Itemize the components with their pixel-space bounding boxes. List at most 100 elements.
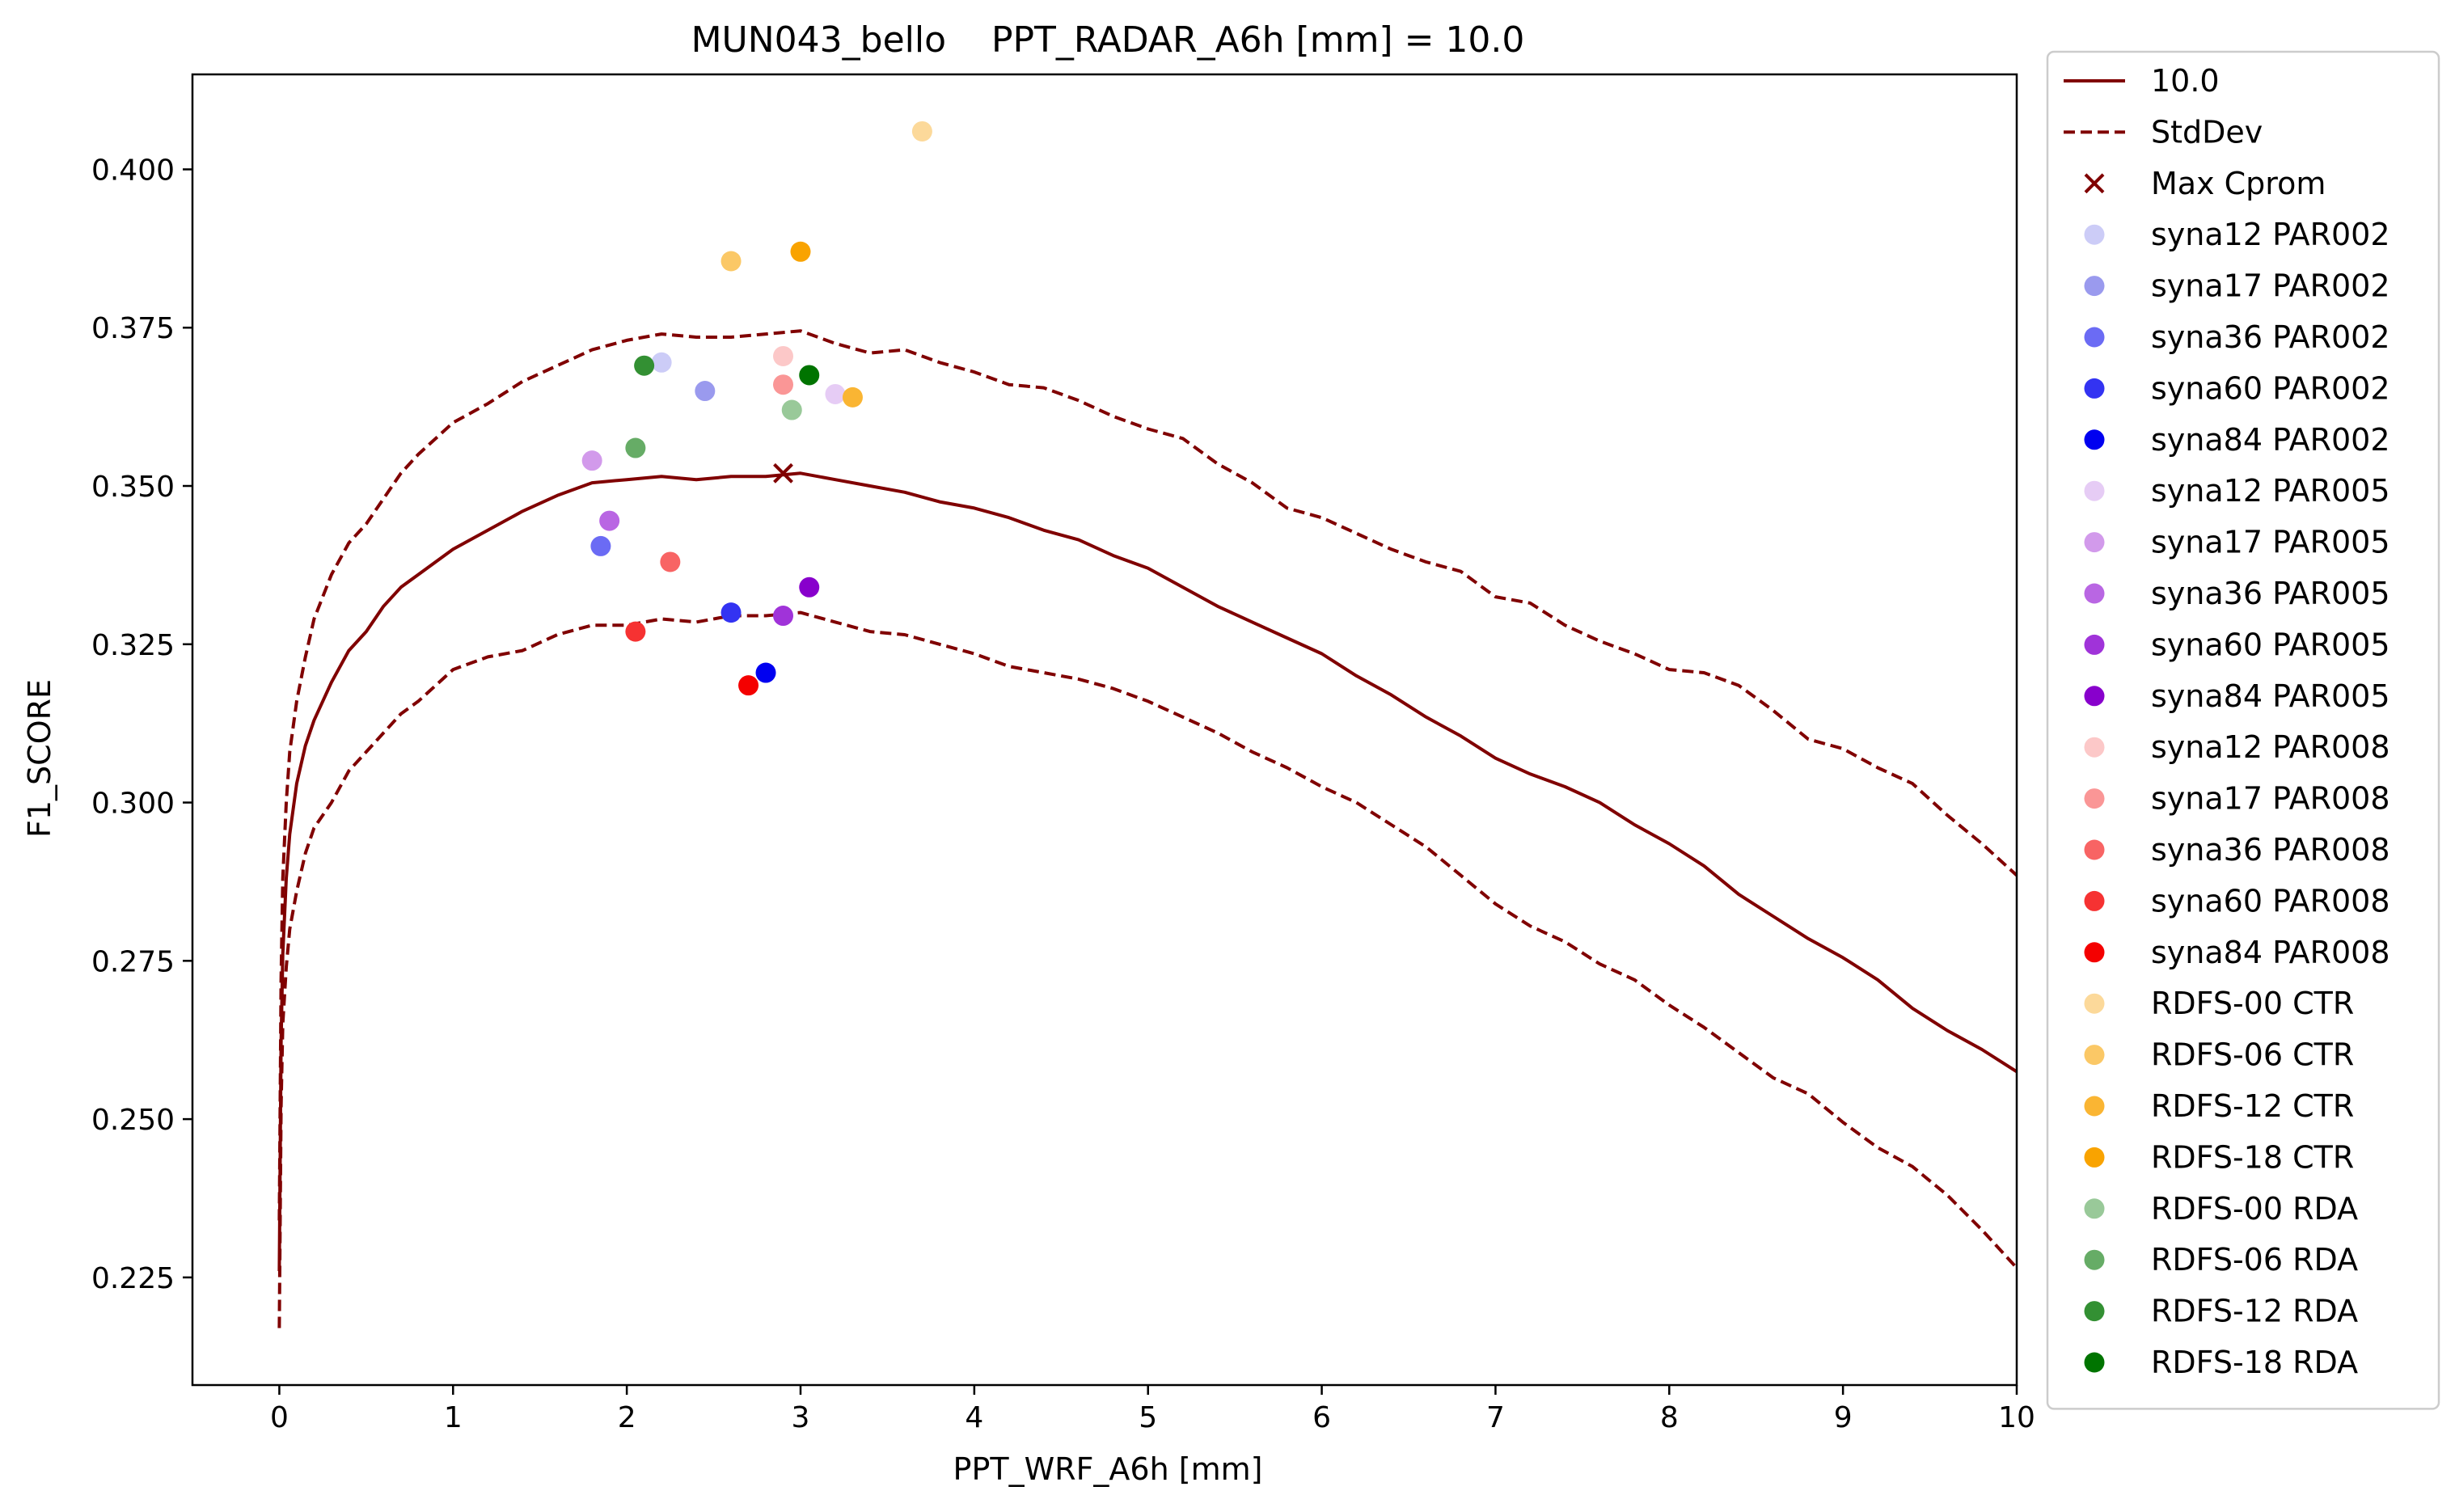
point-1 <box>695 381 716 402</box>
x-axis-label: PPT_WRF_A6h [mm] <box>953 1451 1263 1487</box>
legend-handle-dot <box>2084 686 2105 707</box>
y-tick-label-4: 0.325 <box>91 629 175 662</box>
max-cprom-marker <box>773 462 793 484</box>
point-15 <box>911 120 932 141</box>
legend-label: syna12 PAR002 <box>2151 217 2390 252</box>
x-axis: 0 1 2 3 4 5 6 7 8 9 10 <box>270 1385 2035 1434</box>
legend-handle-dot <box>2084 532 2105 553</box>
legend-handle-dot <box>2084 224 2105 245</box>
x-tick-label-2: 2 <box>618 1401 636 1434</box>
y-tick-label-0: 0.225 <box>91 1262 175 1295</box>
point-8 <box>773 606 794 627</box>
point-3 <box>720 602 742 623</box>
y-tick-label-6: 0.375 <box>91 312 175 345</box>
legend-item-max-cprom: Max Cprom <box>2084 166 2326 201</box>
y-tick-label-5: 0.350 <box>91 471 175 504</box>
legend-label: syna84 PAR005 <box>2151 678 2390 714</box>
legend-label: Max Cprom <box>2151 166 2326 201</box>
legend-handle-x-b <box>2084 173 2105 194</box>
x-tick-label-5: 5 <box>1139 1401 1157 1434</box>
stddev-line-1 <box>277 329 2017 1221</box>
point-20 <box>625 437 646 458</box>
legend-label: RDFS-18 RDA <box>2151 1345 2358 1380</box>
legend-item-9: syna84 PAR005 <box>2084 678 2390 714</box>
legend-item-1: syna17 PAR002 <box>2084 268 2390 304</box>
legend-label: RDFS-12 RDA <box>2151 1294 2358 1329</box>
legend-handle-dot <box>2084 737 2105 758</box>
legend-label: StdDev <box>2151 114 2263 150</box>
legend-item-17: RDFS-12 CTR <box>2084 1088 2354 1124</box>
x-tick-label-3: 3 <box>792 1401 810 1434</box>
legend-handle-dot <box>2084 942 2105 963</box>
plot-area <box>277 120 2017 1328</box>
legend-item-8: syna60 PAR005 <box>2084 627 2390 662</box>
legend-handle-dot <box>2084 378 2105 399</box>
y-tick-label-2: 0.275 <box>91 945 175 978</box>
x-tick-label-10: 10 <box>1998 1401 2035 1434</box>
legend-item-6: syna17 PAR005 <box>2084 525 2390 560</box>
point-14 <box>738 675 759 696</box>
legend-label: syna60 PAR002 <box>2151 370 2390 406</box>
x-tick-label-7: 7 <box>1486 1401 1505 1434</box>
legend-label: syna36 PAR005 <box>2151 576 2390 611</box>
chart-title: MUN043_bello PPT_RADAR_A6h [mm] = 10.0 <box>691 19 1525 61</box>
legend-handle-dot <box>2084 1198 2105 1219</box>
y-tick-label-3: 0.300 <box>91 788 175 821</box>
legend-item-5: syna12 PAR005 <box>2084 473 2390 509</box>
legend-label: RDFS-12 CTR <box>2151 1088 2354 1124</box>
legend-label: syna84 PAR002 <box>2151 422 2390 458</box>
legend-label: syna36 PAR002 <box>2151 319 2390 355</box>
point-0 <box>651 352 672 373</box>
point-16 <box>720 251 742 272</box>
legend-handle-dot <box>2084 1352 2105 1373</box>
x-tick-label-0: 0 <box>270 1401 289 1434</box>
point-6 <box>581 450 602 471</box>
legend-handle-dot <box>2084 429 2105 450</box>
legend-label: RDFS-00 RDA <box>2151 1191 2358 1227</box>
legend-item-mean: 10.0 <box>2064 63 2220 99</box>
legend-handle-dot <box>2084 634 2105 655</box>
y-axis-label: F1_SCORE <box>22 679 57 838</box>
axes-frame <box>191 73 2018 1387</box>
legend-label: syna17 PAR002 <box>2151 268 2390 304</box>
legend-label: syna12 PAR005 <box>2151 473 2390 509</box>
point-4 <box>755 662 776 683</box>
y-tick-label-7: 0.400 <box>91 154 175 187</box>
legend-item-2: syna36 PAR002 <box>2084 319 2390 355</box>
legend-item-4: syna84 PAR002 <box>2084 422 2390 458</box>
legend-handle-dot <box>2084 839 2105 860</box>
point-13 <box>625 621 646 642</box>
legend-box <box>2046 50 2440 1410</box>
point-22 <box>799 365 820 386</box>
legend-item-20: RDFS-06 RDA <box>2084 1242 2358 1278</box>
point-5 <box>825 383 846 404</box>
legend-label: RDFS-06 RDA <box>2151 1242 2358 1278</box>
legend-item-0: syna12 PAR002 <box>2084 217 2390 252</box>
legend-item-11: syna17 PAR008 <box>2084 781 2390 817</box>
legend-item-14: syna84 PAR008 <box>2084 935 2390 970</box>
legend-item-7: syna36 PAR005 <box>2084 576 2390 611</box>
max-cprom-stroke-b <box>773 462 793 484</box>
point-7 <box>599 510 620 531</box>
legend-label: syna17 PAR008 <box>2151 781 2390 817</box>
legend-handle-dot <box>2084 276 2105 297</box>
y-axis: 0.225 0.250 0.275 0.300 0.325 0.350 0.375 0.400 <box>91 154 192 1295</box>
legend-label: RDFS-00 CTR <box>2151 986 2354 1021</box>
legend: 10.0 StdDev Max Cprom syna12 PAR002 syna17 P… <box>2046 50 2440 1410</box>
point-12 <box>660 551 681 572</box>
legend-item-13: syna60 PAR008 <box>2084 883 2390 919</box>
legend-handle-dot <box>2084 1045 2105 1066</box>
x-tick-label-9: 9 <box>1834 1401 1853 1434</box>
legend-handle-dot <box>2084 583 2105 604</box>
x-tick-label-8: 8 <box>1660 1401 1679 1434</box>
legend-item-stddev: StdDev <box>2064 114 2263 150</box>
mean-line <box>277 471 2017 1272</box>
legend-handle-dot <box>2084 1147 2105 1168</box>
point-11 <box>773 374 794 395</box>
point-21 <box>634 355 655 376</box>
legend-handle-dot <box>2084 480 2105 501</box>
point-2 <box>590 535 611 556</box>
legend-label: 10.0 <box>2151 63 2220 99</box>
point-18 <box>790 241 811 262</box>
